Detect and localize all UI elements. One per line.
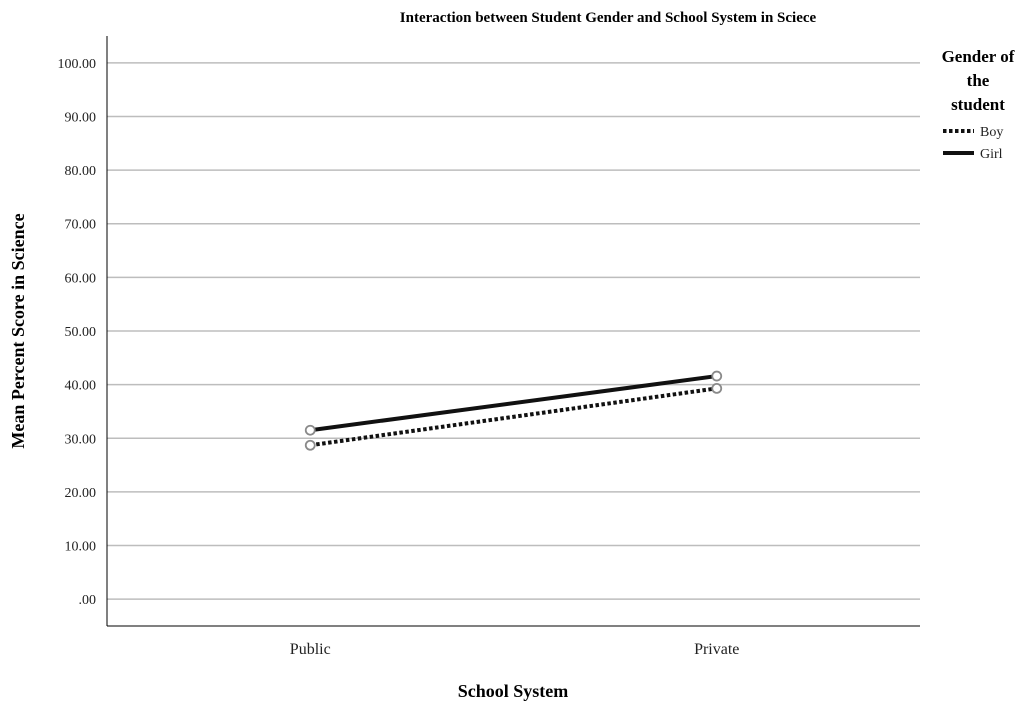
- legend-title-line-1: Gender of: [942, 47, 1015, 66]
- data-point-girl: [711, 370, 723, 382]
- chart-title: Interaction between Student Gender and S…: [400, 10, 817, 26]
- data-point-boy: [304, 439, 316, 451]
- x-categories: Public Private: [290, 641, 740, 658]
- y-tick-label: 70.00: [65, 218, 97, 233]
- y-tick-label: 60.00: [65, 271, 97, 286]
- series-line-boy: [309, 386, 718, 448]
- legend-label-girl: Girl: [980, 147, 1003, 162]
- y-tick-label: 30.00: [65, 432, 97, 447]
- x-category-label: Public: [290, 641, 331, 658]
- y-tick-label: 20.00: [65, 486, 97, 501]
- legend-title-line-3: student: [951, 95, 1005, 114]
- legend-label-boy: Boy: [980, 125, 1003, 140]
- legend-title-line-2: the: [967, 71, 990, 90]
- series-line-girl: [309, 374, 718, 433]
- y-tick-label: 50.00: [65, 325, 97, 340]
- data-point-boy: [711, 382, 723, 394]
- y-axis-label: Mean Percent Score in Science: [8, 213, 28, 448]
- y-tick-label: .00: [79, 593, 97, 608]
- x-category-label: Private: [694, 641, 739, 658]
- y-tick-label: 100.00: [58, 57, 97, 72]
- legend: Gender of the student Boy Girl: [942, 47, 1015, 162]
- y-tick-label: 40.00: [65, 379, 97, 394]
- x-axis-label: School System: [458, 681, 569, 701]
- series-group: [304, 370, 723, 451]
- y-tick-label: 80.00: [65, 164, 97, 179]
- y-tick-label: 90.00: [65, 110, 97, 125]
- data-point-girl: [304, 424, 316, 436]
- gridlines: [107, 62, 920, 600]
- y-tick-label: 10.00: [65, 540, 97, 555]
- y-ticks: .00 10.00 20.00 30.00 40.00 50.00 60.00 70.00 80…: [58, 57, 97, 608]
